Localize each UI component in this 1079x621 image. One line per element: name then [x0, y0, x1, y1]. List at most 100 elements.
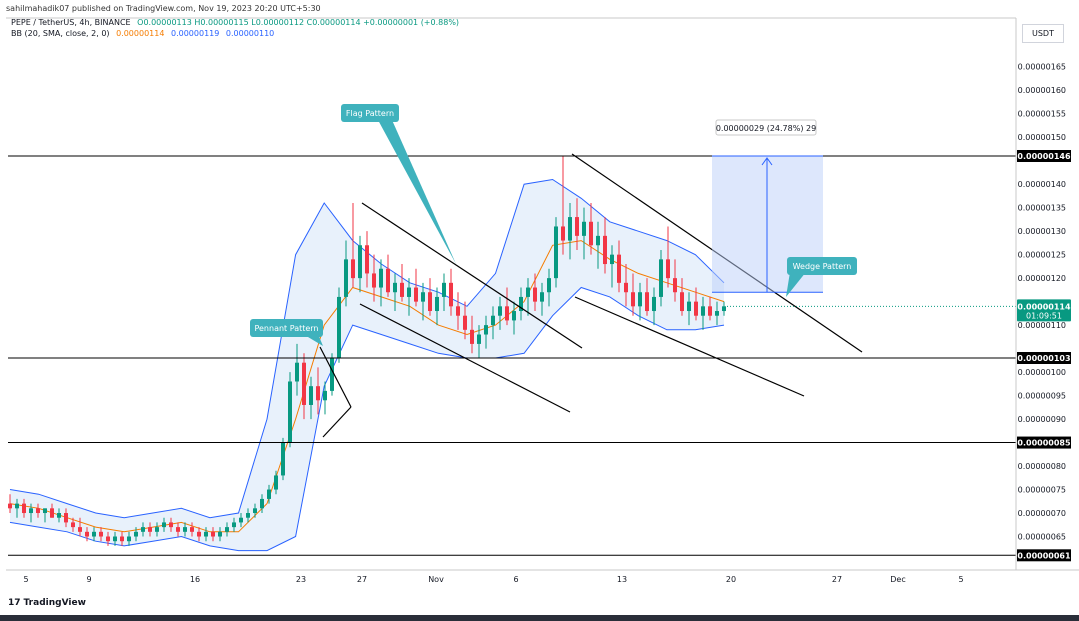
candle-body	[127, 536, 131, 542]
candle-body	[218, 531, 222, 537]
candle-body	[337, 296, 341, 358]
level-price-label: 0.00000085	[1017, 439, 1071, 448]
candle-body	[106, 536, 110, 542]
symbol-name[interactable]: PEPE / TetherUS, 4h, BINANCE	[11, 18, 131, 27]
price-tick-label: 0.00000090	[1018, 415, 1066, 424]
candle-body	[316, 386, 320, 401]
candle-body	[617, 254, 621, 283]
candle-body	[288, 381, 292, 443]
time-axis: 5 9 16 23 27 Nov 6 13 20 27 Dec 5	[6, 569, 1079, 584]
candle-body	[456, 306, 460, 316]
candle-body	[22, 503, 26, 514]
candle-body	[505, 306, 509, 321]
candle-body	[498, 306, 502, 316]
candle-body	[512, 311, 516, 321]
time-tick-label: 20	[726, 575, 736, 584]
price-tick-label: 0.00000140	[1018, 180, 1066, 189]
candle-body	[183, 527, 187, 532]
candle-body	[701, 306, 705, 316]
symbol-legend: PEPE / TetherUS, 4h, BINANCE O0.00000113…	[11, 18, 463, 27]
candle-body	[267, 489, 271, 499]
pennant-lower-trendline	[322, 406, 352, 438]
price-tick-label: 0.00000070	[1018, 509, 1066, 518]
candle-body	[246, 513, 250, 518]
candle-body	[141, 527, 145, 532]
candle-body	[561, 226, 565, 241]
candle-body	[540, 292, 544, 302]
candle-body	[330, 358, 334, 391]
candle-body	[253, 508, 257, 514]
candle-body	[645, 292, 649, 312]
level-price-tag	[1017, 549, 1071, 562]
price-tick-label: 0.00000065	[1018, 533, 1066, 542]
candle-body	[477, 334, 481, 344]
pennant-callout-box	[250, 319, 323, 337]
time-tick-label: 23	[296, 575, 306, 584]
candle-body	[99, 531, 103, 537]
flag-callout-pointer	[378, 120, 456, 264]
candle-body	[491, 315, 495, 326]
candle-body	[610, 254, 614, 265]
candle-body	[197, 531, 201, 537]
candle-body	[631, 292, 635, 307]
price-tick-label: 0.00000165	[1018, 63, 1066, 72]
candle-body	[603, 235, 607, 265]
price-axis-bg	[1016, 18, 1079, 570]
level-price-label: 0.00000146	[1017, 152, 1071, 161]
trendline-drawings	[319, 153, 863, 438]
bb-basis-value: 0.00000114	[116, 29, 165, 38]
candle-body	[225, 527, 229, 532]
publisher-attribution: sahilmahadik07 published on TradingView.…	[6, 4, 321, 13]
price-tick-label: 0.00000130	[1018, 227, 1066, 236]
candle-body	[36, 508, 40, 514]
candle-body	[344, 259, 348, 297]
bb-fill	[10, 179, 724, 551]
candle-body	[85, 531, 89, 537]
candle-body	[722, 306, 726, 312]
candle-body	[638, 292, 642, 307]
bb-lower-value: 0.00000110	[225, 29, 275, 38]
price-tick-label: 0.00000135	[1018, 204, 1066, 213]
flag-lower-trendline	[359, 303, 571, 413]
candle-body	[8, 503, 12, 509]
candle-body	[687, 301, 691, 312]
bottom-bar	[0, 615, 1079, 621]
pennant-upper-trendline	[319, 346, 352, 408]
candle-body	[260, 498, 264, 509]
candle-body	[176, 527, 180, 532]
time-tick-label: 5	[958, 575, 963, 584]
candle-body	[673, 278, 677, 293]
candle-body	[666, 259, 670, 279]
level-price-label: 0.00000103	[1017, 354, 1070, 363]
current-price-label: 0.00000114	[1017, 302, 1071, 311]
candle-body	[162, 522, 166, 528]
price-tick-label: 0.00000150	[1018, 133, 1066, 142]
candle-body	[92, 531, 96, 537]
candle-body	[323, 390, 327, 401]
price-tick-label: 0.00000075	[1018, 486, 1066, 495]
candle-body	[57, 513, 61, 518]
price-tick-label: 0.00000080	[1018, 462, 1066, 471]
pennant-callout-label: Pennant Pattern	[254, 324, 318, 333]
candle-body	[113, 536, 117, 542]
candle-body	[547, 278, 551, 293]
bb-indicator-label[interactable]: BB (20, SMA, close, 2, 0)	[11, 29, 110, 38]
candle-body	[379, 268, 383, 288]
price-tick-label: 0.00000100	[1018, 368, 1066, 377]
tradingview-logo[interactable]: 17 TradingView	[8, 598, 86, 608]
candle-body	[309, 386, 313, 405]
annotations: 0.00000029 (24.78%) 29 Flag Pattern Pennan…	[250, 104, 857, 346]
candle-body	[582, 221, 586, 236]
candle-body	[169, 522, 173, 528]
time-tick-label: Nov	[428, 575, 444, 584]
candle-body	[239, 517, 243, 523]
currency-selector[interactable]: USDT	[1022, 24, 1064, 43]
price-tick-label: 0.00000120	[1018, 274, 1066, 283]
candle-body	[302, 362, 306, 405]
tv-logo-text: TradingView	[23, 598, 86, 608]
candle-body	[71, 522, 75, 528]
wedge-callout-pointer	[786, 272, 806, 297]
level-price-tag	[1017, 150, 1071, 162]
